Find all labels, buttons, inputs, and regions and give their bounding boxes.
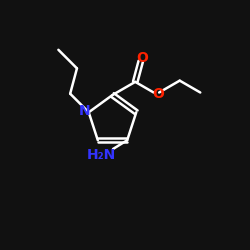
Text: O: O [152,87,164,101]
Text: H₂N: H₂N [87,148,117,162]
Text: O: O [136,50,148,64]
Text: N: N [78,104,90,118]
